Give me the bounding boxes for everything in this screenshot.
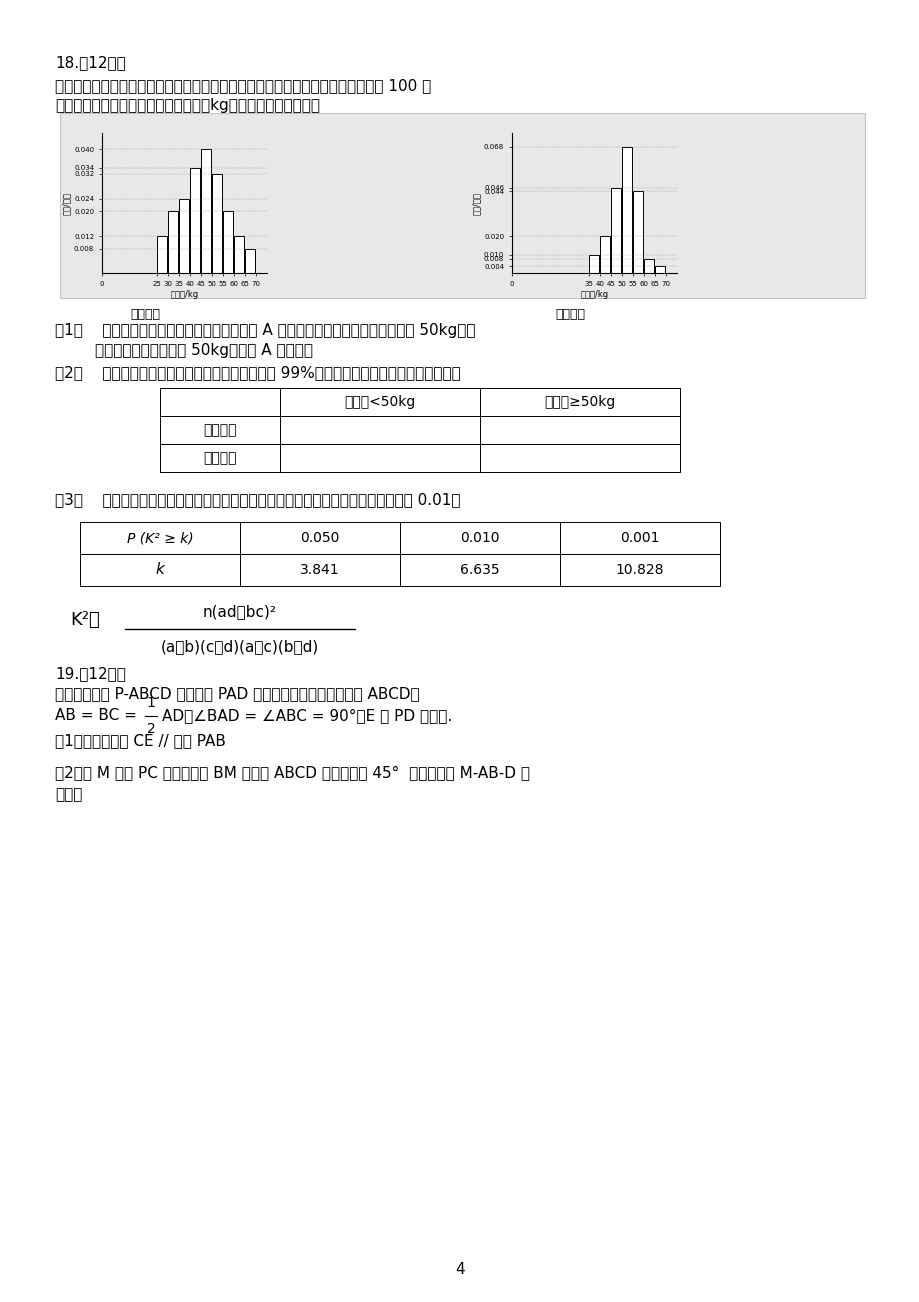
- Text: 旧养殖法: 旧养殖法: [203, 423, 236, 437]
- Y-axis label: 频率/组距: 频率/组距: [62, 191, 71, 215]
- Text: P (K² ≥ k): P (K² ≥ k): [127, 531, 193, 546]
- Text: AD，∠BAD = ∠ABC = 90°，E 是 PD 的中点.: AD，∠BAD = ∠ABC = 90°，E 是 PD 的中点.: [162, 708, 452, 723]
- Y-axis label: 频率/组距: 频率/组距: [471, 191, 481, 215]
- Bar: [588, 255, 599, 273]
- Bar: [279, 444, 480, 473]
- Bar: [157, 236, 167, 273]
- Text: (a＋b)(c＋d)(a＋c)(b＋d): (a＋b)(c＋d)(a＋c)(b＋d): [161, 639, 319, 654]
- Bar: [201, 148, 211, 273]
- Bar: [179, 199, 189, 273]
- Bar: [160, 444, 279, 473]
- Text: AB = BC =: AB = BC =: [55, 708, 142, 723]
- Bar: [279, 388, 480, 417]
- Bar: [480, 417, 679, 444]
- Bar: [240, 553, 400, 586]
- Bar: [560, 553, 720, 586]
- Bar: [80, 522, 240, 553]
- Bar: [212, 174, 222, 273]
- Bar: [240, 522, 400, 553]
- Bar: [160, 417, 279, 444]
- Bar: [190, 168, 200, 273]
- X-axis label: 箱产量/kg: 箱产量/kg: [580, 290, 607, 299]
- Text: 淡水养殖场进行某水产品的新、旧网箱养殖方法的产量对比，收获时各随机抽取了 100 个: 淡水养殖场进行某水产品的新、旧网箱养殖方法的产量对比，收获时各随机抽取了 100…: [55, 78, 431, 92]
- Text: 如图，四棱锥 P-ABCD 中，侧面 PAD 为等比三角形且垂直于底面 ABCD，: 如图，四棱锥 P-ABCD 中，侧面 PAD 为等比三角形且垂直于底面 ABCD…: [55, 686, 419, 700]
- X-axis label: 箱产量/kg: 箱产量/kg: [170, 290, 199, 299]
- Text: 0.050: 0.050: [300, 531, 339, 546]
- Bar: [643, 259, 653, 273]
- Text: 养殖法的箱产量不低于 50kg，估计 A 的概率；: 养殖法的箱产量不低于 50kg，估计 A 的概率；: [95, 342, 312, 358]
- Bar: [560, 522, 720, 553]
- Text: （1）证明：直线 CE // 平面 PAB: （1）证明：直线 CE // 平面 PAB: [55, 733, 226, 749]
- Text: 6.635: 6.635: [460, 562, 499, 577]
- Text: n(ad－bc)²: n(ad－bc)²: [203, 604, 277, 618]
- Bar: [233, 236, 244, 273]
- Bar: [599, 236, 610, 273]
- Text: （2）点 M 在棱 PC 上，且直线 BM 与底面 ABCD 所成锐角为 45°  ，求二面角 M-AB-D 的: （2）点 M 在棱 PC 上，且直线 BM 与底面 ABCD 所成锐角为 45°…: [55, 766, 529, 780]
- Text: 1: 1: [146, 697, 155, 710]
- Text: 10.828: 10.828: [615, 562, 664, 577]
- Text: 余弦值: 余弦值: [55, 786, 83, 802]
- Text: 新养殖法: 新养殖法: [554, 309, 584, 322]
- Bar: [80, 553, 240, 586]
- Text: 新养殖法: 新养殖法: [203, 450, 236, 465]
- Bar: [480, 444, 679, 473]
- Bar: [654, 266, 664, 273]
- Text: 3.841: 3.841: [300, 562, 339, 577]
- Bar: [480, 388, 679, 417]
- Text: （3）    根据箱产量的频率分布直方图，求新养殖法箱产量的中位数的估计值（精确到 0.01）: （3） 根据箱产量的频率分布直方图，求新养殖法箱产量的中位数的估计值（精确到 0…: [55, 492, 460, 506]
- Text: 旧养殖法: 旧养殖法: [130, 309, 160, 322]
- Text: k: k: [155, 562, 165, 578]
- Bar: [60, 113, 864, 298]
- Bar: [632, 191, 642, 273]
- Text: 0.001: 0.001: [619, 531, 659, 546]
- Text: （1）    设两种养殖方法的箱产量相互独立，记 A 表示事件：旧养殖法的箱产量低于 50kg，新: （1） 设两种养殖方法的箱产量相互独立，记 A 表示事件：旧养殖法的箱产量低于 …: [55, 323, 475, 339]
- Text: 箱产量≥50kg: 箱产量≥50kg: [544, 395, 615, 409]
- Bar: [621, 147, 631, 273]
- Bar: [223, 211, 233, 273]
- Text: 箱产量<50kg: 箱产量<50kg: [344, 395, 415, 409]
- Text: 4: 4: [455, 1262, 464, 1277]
- Bar: [400, 522, 560, 553]
- Bar: [279, 417, 480, 444]
- Text: 网箱，测量各箱水产品的产量（单位：kg）某频率直方图如下：: 网箱，测量各箱水产品的产量（单位：kg）某频率直方图如下：: [55, 98, 320, 113]
- Bar: [168, 211, 178, 273]
- Text: 18.（12分）: 18.（12分）: [55, 55, 126, 70]
- Bar: [244, 249, 255, 273]
- Bar: [160, 388, 279, 417]
- Bar: [400, 553, 560, 586]
- Text: 0.010: 0.010: [460, 531, 499, 546]
- Text: 19.（12分）: 19.（12分）: [55, 667, 126, 681]
- Text: 2: 2: [146, 723, 155, 736]
- Text: K²＝: K²＝: [70, 611, 99, 629]
- Bar: [610, 187, 621, 273]
- Text: （2）    填写下面列联表，并根据列联表判断是否有 99%的把握认为箱产量与养殖方法有关：: （2） 填写下面列联表，并根据列联表判断是否有 99%的把握认为箱产量与养殖方法…: [55, 365, 460, 380]
